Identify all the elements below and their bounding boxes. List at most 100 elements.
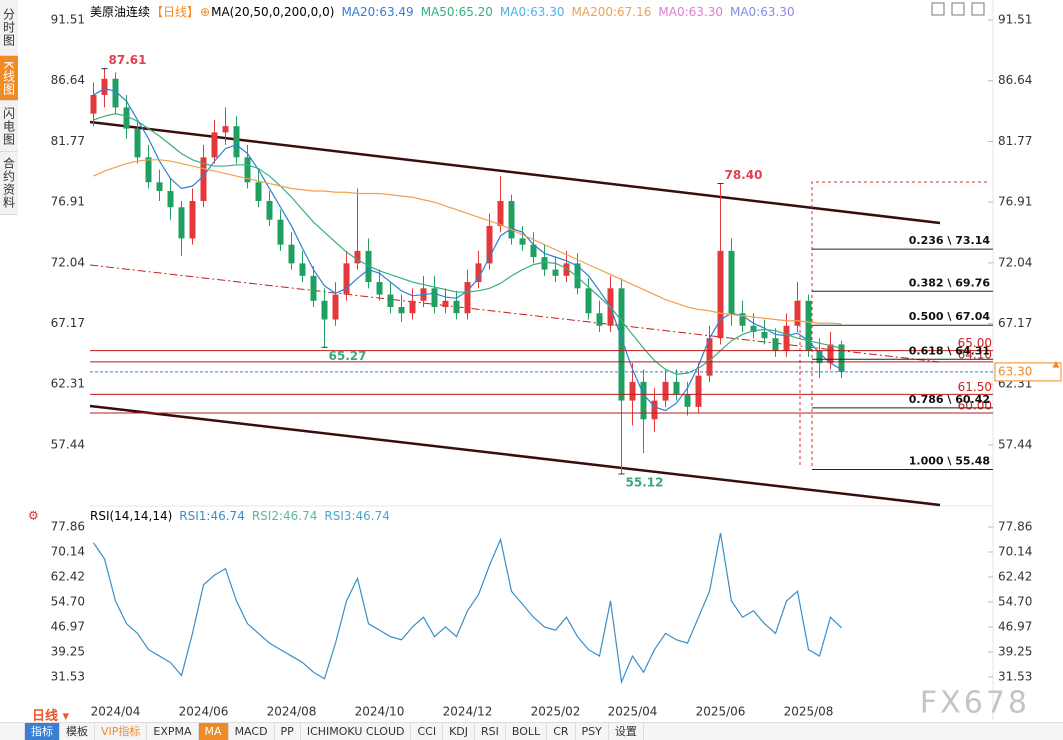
add-icon[interactable]: ⊕ bbox=[200, 4, 211, 19]
legend-entry: MA50:65.20 bbox=[420, 4, 493, 19]
candle-body bbox=[464, 282, 471, 314]
tool[interactable]: EXPMA bbox=[147, 723, 199, 740]
candle-body bbox=[574, 263, 581, 289]
tool[interactable]: 模板 bbox=[60, 723, 95, 740]
candle-body bbox=[717, 250, 724, 339]
candle-body bbox=[409, 300, 416, 314]
tool[interactable]: MA bbox=[198, 723, 229, 740]
tab[interactable]: K线图 bbox=[0, 56, 18, 101]
y-tick-label: 67.17 bbox=[51, 316, 85, 330]
channel-lower bbox=[89, 404, 941, 507]
y-tick-label: 81.77 bbox=[51, 134, 85, 148]
candle-body bbox=[123, 107, 130, 129]
y-tick-label: 31.53 bbox=[51, 670, 85, 684]
x-tick-label: 2024/08 bbox=[267, 705, 317, 719]
tool[interactable]: 指标 bbox=[25, 723, 60, 740]
candle-body bbox=[541, 257, 548, 270]
icon[interactable] bbox=[931, 2, 945, 16]
candle-body bbox=[585, 288, 592, 314]
fib-label: 0.786 \ 60.42 bbox=[909, 393, 990, 406]
candle-body bbox=[629, 381, 636, 401]
tab[interactable]: 闪电图 bbox=[0, 101, 18, 152]
y-tick-label: 67.17 bbox=[998, 316, 1032, 330]
tool[interactable]: CR bbox=[547, 723, 576, 740]
tool[interactable]: VIP指标 bbox=[95, 723, 148, 740]
period-select[interactable]: 日线 ▾ bbox=[32, 709, 70, 724]
ma-line bbox=[93, 159, 842, 325]
candle-body bbox=[200, 157, 207, 201]
tool[interactable]: PSY bbox=[576, 723, 609, 740]
y-tick-label: 57.44 bbox=[998, 437, 1032, 451]
y-tick-label: 76.91 bbox=[998, 195, 1032, 209]
tool[interactable]: BOLL bbox=[506, 723, 548, 740]
candle-body bbox=[739, 313, 746, 326]
legend-entry: RSI2:46.74 bbox=[251, 509, 318, 523]
rsi-line bbox=[93, 532, 842, 685]
candle-body bbox=[706, 338, 713, 376]
tool[interactable]: PP bbox=[275, 723, 301, 740]
tab[interactable]: 分时图 bbox=[0, 0, 18, 56]
toolbar: 指标 模板 VIP指标 EXPMA MA MACD PP ICHIMOKU CL… bbox=[0, 722, 1063, 740]
price-level-label: 60.00 bbox=[958, 399, 992, 413]
candle-body bbox=[112, 78, 119, 108]
candle-body bbox=[189, 200, 196, 239]
candle-body bbox=[838, 344, 845, 372]
legend-entry: MA0:63.30 bbox=[729, 4, 795, 19]
candle-body bbox=[101, 78, 108, 95]
y-tick-label: 76.91 bbox=[51, 195, 85, 209]
y-tick-label: 54.70 bbox=[998, 594, 1032, 608]
main-header: 美原油连续 【日线】 ⊕ MA(20,50,0,200,0,0) MA20:63… bbox=[90, 3, 795, 20]
y-tick-label: 62.31 bbox=[51, 377, 85, 391]
tag-arrow: ▲ bbox=[1053, 359, 1060, 369]
legend-entry: MA0:63.30 bbox=[499, 4, 565, 19]
legend-entry: MA20:63.49 bbox=[341, 4, 414, 19]
candle-body bbox=[816, 350, 823, 364]
x-tick-label: 2024/06 bbox=[179, 705, 229, 719]
tool[interactable]: KDJ bbox=[443, 723, 476, 740]
candle-body bbox=[618, 288, 625, 401]
candle-body bbox=[266, 200, 273, 220]
x-tick-label: 2024/10 bbox=[355, 705, 405, 719]
fib-label: 0.618 \ 64.31 bbox=[909, 344, 990, 357]
tool[interactable]: 设置 bbox=[609, 723, 644, 740]
last-price-tag bbox=[994, 362, 1062, 382]
x-tick-label: 2025/08 bbox=[784, 705, 834, 719]
candle-body bbox=[354, 250, 361, 264]
y-tick-label: 86.64 bbox=[998, 73, 1032, 87]
tool[interactable]: CCI bbox=[411, 723, 444, 740]
tool[interactable]: ICHIMOKU CLOUD bbox=[301, 723, 412, 740]
candle-body bbox=[442, 300, 449, 308]
candle-body bbox=[695, 375, 702, 407]
candle-body bbox=[750, 325, 757, 332]
tool-icon[interactable] bbox=[0, 723, 25, 740]
annotation: 87.61 bbox=[109, 53, 147, 67]
candle-body bbox=[519, 238, 526, 245]
price-level-label: 61.50 bbox=[958, 380, 992, 394]
annotation: 65.27 bbox=[329, 349, 367, 363]
y-tick-label: 70.14 bbox=[998, 544, 1032, 558]
candle-body bbox=[167, 191, 174, 208]
candle-body bbox=[651, 400, 658, 420]
y-tick-label: 77.86 bbox=[51, 519, 85, 533]
candle-body bbox=[761, 331, 768, 339]
candle-body bbox=[233, 126, 240, 158]
icon[interactable] bbox=[951, 2, 965, 16]
candle-body bbox=[596, 313, 603, 326]
fib-label: 0.500 \ 67.04 bbox=[909, 310, 991, 323]
indicator: RSI(14,14,14) bbox=[90, 509, 173, 523]
candle-body bbox=[343, 263, 350, 295]
y-tick-label: 72.04 bbox=[51, 255, 85, 269]
indicator: MA(20,50,0,200,0,0) bbox=[211, 4, 335, 19]
x-tick-label: 2024/04 bbox=[91, 705, 141, 719]
tool[interactable]: RSI bbox=[475, 723, 506, 740]
candle-body bbox=[552, 269, 559, 276]
tool[interactable]: MACD bbox=[229, 723, 275, 740]
tab[interactable]: 合约资料 bbox=[0, 152, 18, 215]
settings-icon[interactable]: ⚙ bbox=[28, 509, 39, 523]
annotation: 55.12 bbox=[626, 475, 664, 489]
y-tick-label: 31.53 bbox=[998, 670, 1032, 684]
y-tick-label: 91.51 bbox=[51, 12, 85, 26]
icon[interactable] bbox=[971, 2, 985, 16]
